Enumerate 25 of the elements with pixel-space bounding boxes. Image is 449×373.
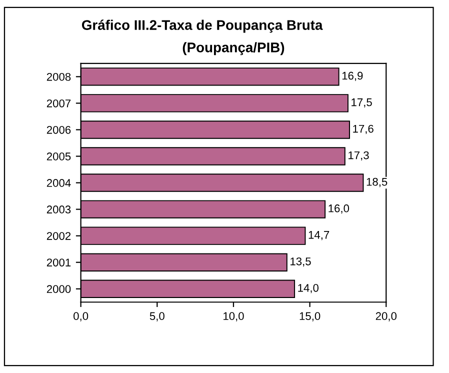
y-tick-label: 2007 [46, 99, 71, 108]
data-label: 16,9 [342, 72, 363, 81]
data-label: 17,3 [348, 151, 369, 161]
chart-subtitle: (Poupança/PIB) [182, 42, 284, 56]
data-label: 13,5 [290, 257, 311, 267]
x-tick-label: 5,0 [150, 312, 164, 322]
y-tick-label: 2008 [46, 72, 71, 81]
chart-title: Gráfico III.2-Taxa de Poupança Bruta [82, 20, 323, 33]
y-tick-label: 2000 [46, 285, 71, 294]
data-label: 14,7 [308, 231, 330, 240]
data-label: 16,0 [328, 204, 350, 214]
x-tick-label: 10,0 [224, 312, 244, 322]
data-label: 17,6 [353, 124, 374, 134]
x-tick-label: 15,0 [300, 312, 320, 322]
y-tick-label: 2004 [46, 179, 71, 187]
data-label: 18,5 [366, 178, 388, 188]
y-tick-label: 2002 [46, 232, 71, 240]
y-tick-label: 2001 [46, 258, 71, 266]
y-tick-label: 2003 [46, 206, 71, 214]
data-label: 14,0 [298, 284, 319, 294]
y-tick-label: 2005 [46, 152, 71, 160]
y-tick-label: 2006 [46, 126, 71, 134]
x-tick-label: 20,0 [376, 312, 397, 322]
x-tick-label: 0,0 [74, 312, 88, 322]
data-label: 17,5 [352, 98, 372, 108]
